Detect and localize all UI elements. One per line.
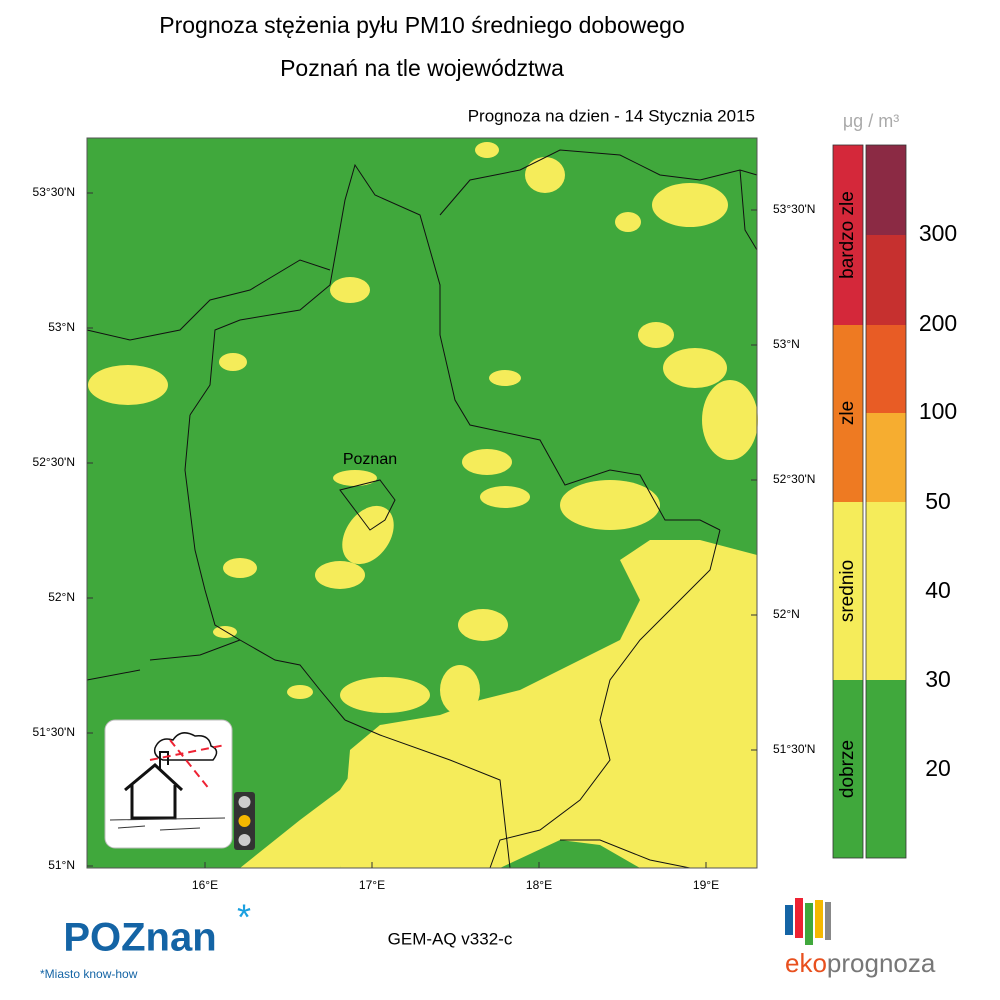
lon-label: 18°E [526, 878, 552, 892]
lat-label-right: 53°N [773, 337, 800, 351]
pollution-areas [88, 142, 758, 868]
city-label: Poznan [343, 451, 397, 468]
legend [832, 144, 907, 859]
legend-category: srednio [837, 560, 858, 622]
unit: μg / m³ [843, 111, 899, 131]
logo-left: POZnan [63, 916, 216, 960]
borders [86, 149, 758, 869]
inset-icon [104, 719, 255, 850]
logo-left-tagline: *Miasto know-how [40, 967, 138, 981]
map-frame [86, 137, 758, 869]
logo-star: * [237, 897, 251, 938]
lat-label-right: 53°30'N [773, 202, 815, 216]
lat-label-left: 51°N [48, 858, 75, 872]
subtitle: Poznań na tle województwa [280, 55, 564, 81]
legend-scale-label: 20 [925, 755, 951, 781]
forecast-date: Prognoza na dzien - 14 Stycznia 2015 [468, 106, 755, 125]
legend-scale-label: 40 [925, 577, 951, 603]
logo-right: ekoprognoza [785, 948, 936, 978]
lat-label-right: 51°30'N [773, 742, 815, 756]
legend-scale-label: 100 [919, 398, 957, 424]
model: GEM-AQ v332-c [388, 929, 513, 948]
logo-right-suffix: prognoza [827, 948, 936, 978]
lat-label-right: 52°30'N [773, 472, 815, 486]
legend-scale-label: 30 [925, 666, 951, 692]
logo-right-prefix: eko [785, 948, 827, 978]
lat-label-right: 52°N [773, 607, 800, 621]
legend-category: bardzo zle [837, 191, 858, 279]
lat-label-left: 51°30'N [33, 725, 75, 739]
lon-label: 19°E [693, 878, 719, 892]
lat-label-left: 53°30'N [33, 185, 75, 199]
legend-scale-label: 200 [919, 310, 957, 336]
legend-category: dobrze [837, 740, 858, 798]
lat-label-left: 52°N [48, 590, 75, 604]
logo-right-bars [785, 898, 831, 945]
legend-scale-label: 300 [919, 220, 957, 246]
title: Prognoza stężenia pyłu PM10 średniego do… [159, 12, 685, 38]
lat-label-left: 52°30'N [33, 455, 75, 469]
lon-label: 17°E [359, 878, 385, 892]
legend-scale-label: 50 [925, 488, 951, 514]
lon-label: 16°E [192, 878, 218, 892]
lat-label-left: 53°N [48, 320, 75, 334]
legend-category: zle [837, 401, 858, 425]
